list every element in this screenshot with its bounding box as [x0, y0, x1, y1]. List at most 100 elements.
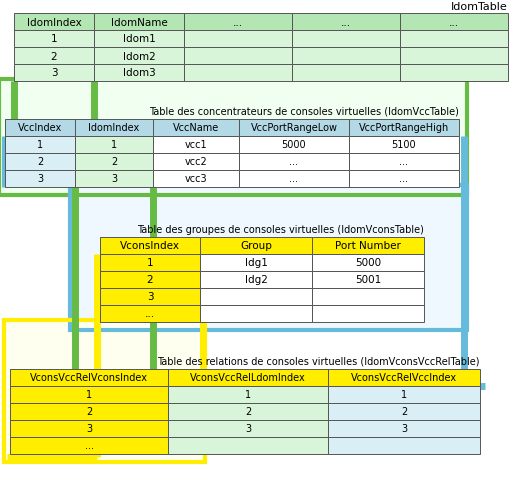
Text: ...: ... [399, 174, 409, 184]
Bar [328, 403, 480, 420]
Bar [312, 289, 424, 306]
Text: VconsIndex: VconsIndex [120, 241, 180, 251]
Text: ...: ... [85, 440, 93, 450]
Text: ...: ... [449, 18, 459, 28]
Text: 5100: 5100 [392, 140, 416, 150]
Text: 1: 1 [86, 390, 92, 400]
Bar [400, 14, 508, 31]
Bar [400, 65, 508, 82]
Text: 3: 3 [245, 424, 251, 434]
Text: 2: 2 [37, 157, 43, 167]
Text: 2: 2 [245, 407, 251, 417]
Bar [184, 14, 292, 31]
Text: 1: 1 [37, 140, 43, 150]
Bar [14, 48, 94, 65]
Bar [184, 48, 292, 65]
Bar [70, 186, 467, 330]
Bar [200, 272, 312, 289]
Text: VconsVccRelVconsIndex: VconsVccRelVconsIndex [30, 373, 148, 383]
Bar [5, 171, 75, 188]
Text: VccPortRangeLow: VccPortRangeLow [250, 123, 337, 133]
Text: vcc3: vcc3 [185, 174, 207, 184]
Bar [4, 320, 205, 462]
Text: ...: ... [233, 18, 243, 28]
Text: 1: 1 [111, 140, 117, 150]
Text: 2: 2 [86, 407, 92, 417]
Bar [349, 137, 459, 154]
Bar [312, 237, 424, 255]
Bar [75, 120, 153, 137]
Bar [239, 137, 349, 154]
Bar [153, 137, 239, 154]
Text: Group: Group [240, 241, 272, 251]
Bar [168, 369, 328, 386]
Text: 3: 3 [37, 174, 43, 184]
Bar [153, 120, 239, 137]
Bar [10, 420, 168, 437]
Text: ...: ... [399, 157, 409, 167]
Bar [75, 171, 153, 188]
Text: 1: 1 [245, 390, 251, 400]
Bar [5, 137, 75, 154]
Bar [5, 154, 75, 171]
Text: ldg1: ldg1 [245, 258, 267, 268]
Bar [153, 154, 239, 171]
Text: IdomIndex: IdomIndex [27, 18, 82, 28]
Bar [94, 48, 184, 65]
Bar [100, 289, 200, 306]
Bar [328, 437, 480, 454]
Bar [10, 369, 168, 386]
Text: IdomName: IdomName [110, 18, 167, 28]
Text: vcc2: vcc2 [185, 157, 207, 167]
Bar [328, 420, 480, 437]
Bar [400, 48, 508, 65]
Bar [200, 237, 312, 255]
Text: 2: 2 [51, 52, 57, 62]
Bar [184, 31, 292, 48]
Text: ...: ... [145, 309, 155, 319]
Bar [100, 272, 200, 289]
Bar [14, 14, 94, 31]
Bar [0, 80, 467, 195]
Bar [168, 420, 328, 437]
Text: VccName: VccName [173, 123, 219, 133]
Text: ldom1: ldom1 [123, 35, 155, 45]
Bar [100, 237, 200, 255]
Text: 2: 2 [111, 157, 117, 167]
Text: 3: 3 [51, 68, 57, 78]
Bar [4, 320, 205, 462]
Text: VconsVccRelVccIndex: VconsVccRelVccIndex [351, 373, 457, 383]
Bar [292, 65, 400, 82]
Text: 1: 1 [401, 390, 407, 400]
Text: 1: 1 [51, 35, 57, 45]
Text: 1: 1 [147, 258, 153, 268]
Bar [10, 403, 168, 420]
Text: 3: 3 [111, 174, 117, 184]
Text: IdomIndex: IdomIndex [88, 123, 140, 133]
Text: IdomTable: IdomTable [452, 2, 508, 12]
Bar [10, 437, 168, 454]
Bar [70, 186, 467, 330]
Text: 3: 3 [86, 424, 92, 434]
Text: ...: ... [341, 18, 351, 28]
Bar [400, 31, 508, 48]
Bar [94, 65, 184, 82]
Bar [349, 171, 459, 188]
Bar [94, 14, 184, 31]
Bar [349, 120, 459, 137]
Text: ...: ... [289, 157, 298, 167]
Bar [153, 171, 239, 188]
Bar [14, 65, 94, 82]
Text: 5000: 5000 [355, 258, 381, 268]
Bar [239, 154, 349, 171]
Text: 3: 3 [147, 292, 153, 302]
Bar [239, 171, 349, 188]
Text: Table des relations de consoles virtuelles (IdomVconsVccRelTable): Table des relations de consoles virtuell… [157, 356, 480, 366]
Text: Table des concentrateurs de consoles virtuelles (IdomVccTable): Table des concentrateurs de consoles vir… [149, 107, 459, 117]
Bar [200, 306, 312, 322]
Text: Port Number: Port Number [335, 241, 401, 251]
Bar [349, 154, 459, 171]
Bar [168, 403, 328, 420]
Bar [75, 137, 153, 154]
Text: VconsVccRelLdomIndex: VconsVccRelLdomIndex [190, 373, 306, 383]
